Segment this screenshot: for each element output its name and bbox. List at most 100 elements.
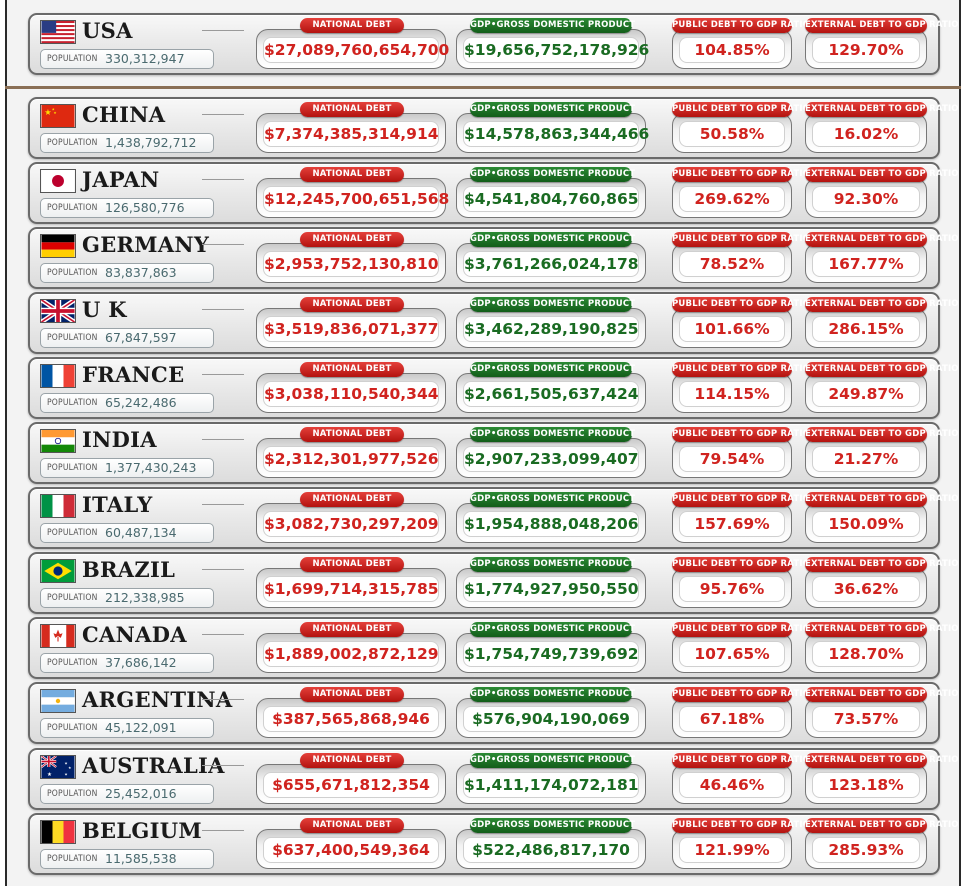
public-debt-ratio-field: 121.99%: [672, 829, 792, 869]
population-label: POPULATION: [47, 854, 98, 864]
country-name: JAPAN: [82, 167, 160, 192]
country-row-india[interactable]: INDIA POPULATION 1,377,430,243 $2,312,30…: [28, 422, 959, 484]
national-debt-value: $3,519,836,071,377: [263, 316, 439, 342]
gdp-field: $576,904,190,069: [456, 698, 646, 738]
country-row-china[interactable]: ★ ★ ★ CHINA POPULATION 1,438,792,712 $7,37…: [28, 97, 959, 159]
gdp-field: $2,907,233,099,407: [456, 438, 646, 478]
gdp-field: $1,411,174,072,181: [456, 764, 646, 804]
national-debt-field: $1,889,002,872,129: [256, 633, 446, 673]
external-debt-ratio-value: 73.57%: [812, 706, 920, 732]
gdp-value: $1,954,888,048,206: [463, 511, 639, 537]
external-debt-ratio-value: 123.18%: [812, 772, 920, 798]
public-debt-ratio-value: 79.54%: [679, 446, 785, 472]
public-debt-ratio-field: 101.66%: [672, 308, 792, 348]
country-row-canada[interactable]: CANADA POPULATION 37,686,142 $1,889,002,…: [28, 617, 959, 679]
svg-text:★: ★: [53, 111, 57, 115]
public-debt-ratio-value: 78.52%: [679, 251, 785, 277]
country-row-italy[interactable]: ITALY POPULATION 60,487,134 $3,082,730,2…: [28, 487, 959, 549]
national-debt-label: NATIONAL DEBT: [300, 18, 404, 33]
external-debt-ratio-label: EXTERNAL DEBT TO GDP RATIO: [805, 622, 959, 637]
external-debt-ratio-field: 21.27%: [805, 438, 927, 478]
svg-text:★: ★: [52, 108, 56, 112]
national-debt-value: $7,374,385,314,914: [263, 121, 439, 147]
public-debt-ratio-value: 46.46%: [679, 772, 785, 798]
country-name: BELGIUM: [82, 818, 202, 843]
gdp-value: $2,661,505,637,424: [463, 381, 639, 407]
gdp-label: GDP•GROSS DOMESTIC PRODUCT: [470, 102, 635, 117]
country-row-japan[interactable]: JAPAN POPULATION 126,580,776 $12,245,700…: [28, 162, 959, 224]
gdp-value: $522,486,817,170: [463, 837, 639, 863]
svg-text:★: ★: [68, 766, 72, 770]
gdp-label: GDP•GROSS DOMESTIC PRODUCT: [470, 492, 635, 507]
public-debt-ratio-label: PUBLIC DEBT TO GDP RATIO: [672, 622, 810, 637]
gdp-label: GDP•GROSS DOMESTIC PRODUCT: [470, 167, 635, 182]
gdp-field: $3,761,266,024,178: [456, 243, 646, 283]
public-debt-ratio-field: 107.65%: [672, 633, 792, 673]
germany-flag-icon: [40, 234, 76, 258]
population-label: POPULATION: [47, 203, 98, 213]
external-debt-ratio-field: 249.87%: [805, 373, 927, 413]
svg-text:★: ★: [64, 772, 68, 776]
country-row-france[interactable]: FRANCE POPULATION 65,242,486 $3,038,110,…: [28, 357, 959, 419]
national-debt-field: $3,082,730,297,209: [256, 503, 446, 543]
population-box: POPULATION 126,580,776: [40, 198, 214, 218]
national-debt-field: $655,671,812,354: [256, 764, 446, 804]
external-debt-ratio-field: 73.57%: [805, 698, 927, 738]
external-debt-ratio-value: 129.70%: [812, 37, 920, 63]
population-box: POPULATION 60,487,134: [40, 523, 214, 543]
population-value: 330,312,947: [105, 51, 185, 66]
public-debt-ratio-value: 269.62%: [679, 186, 785, 212]
population-box: POPULATION 65,242,486: [40, 393, 214, 413]
country-row-brazil[interactable]: BRAZIL POPULATION 212,338,985 $1,699,714…: [28, 552, 959, 614]
name-underline: [202, 439, 244, 440]
external-debt-ratio-value: 167.77%: [812, 251, 920, 277]
population-value: 83,837,863: [105, 265, 177, 280]
public-debt-ratio-label: PUBLIC DEBT TO GDP RATIO: [672, 167, 810, 182]
population-box: POPULATION 212,338,985: [40, 588, 214, 608]
gdp-value: $3,462,289,190,825: [463, 316, 639, 342]
gdp-value: $2,907,233,099,407: [463, 446, 639, 472]
external-debt-ratio-value: 92.30%: [812, 186, 920, 212]
country-row-usa[interactable]: USA POPULATION 330,312,947 $27,089,760,6…: [28, 13, 959, 75]
population-label: POPULATION: [47, 528, 98, 538]
public-debt-ratio-label: PUBLIC DEBT TO GDP RATIO: [672, 102, 810, 117]
svg-text:★: ★: [44, 107, 51, 117]
external-debt-ratio-label: EXTERNAL DEBT TO GDP RATIO: [805, 102, 959, 117]
country-row-belgium[interactable]: BELGIUM POPULATION 11,585,538 $637,400,5…: [28, 813, 959, 875]
gdp-value: $3,761,266,024,178: [463, 251, 639, 277]
national-debt-value: $3,038,110,540,344: [263, 381, 439, 407]
population-value: 25,452,016: [105, 786, 177, 801]
public-debt-ratio-label: PUBLIC DEBT TO GDP RATIO: [672, 557, 810, 572]
external-debt-ratio-value: 150.09%: [812, 511, 920, 537]
gdp-label: GDP•GROSS DOMESTIC PRODUCT: [470, 362, 635, 377]
usa-flag-icon: [40, 20, 76, 44]
public-debt-ratio-label: PUBLIC DEBT TO GDP RATIO: [672, 427, 810, 442]
gdp-value: $14,578,863,344,466: [463, 121, 649, 147]
gdp-field: $522,486,817,170: [456, 829, 646, 869]
national-debt-value: $3,082,730,297,209: [263, 511, 439, 537]
public-debt-ratio-value: 67.18%: [679, 706, 785, 732]
gdp-field: $1,754,749,739,692: [456, 633, 646, 673]
country-name: ITALY: [82, 492, 153, 517]
external-debt-ratio-label: EXTERNAL DEBT TO GDP RATIO: [805, 232, 959, 247]
country-row-germany[interactable]: GERMANY POPULATION 83,837,863 $2,953,752…: [28, 227, 959, 289]
population-label: POPULATION: [47, 333, 98, 343]
population-value: 65,242,486: [105, 395, 177, 410]
population-value: 126,580,776: [105, 200, 185, 215]
gdp-field: $3,462,289,190,825: [456, 308, 646, 348]
country-row-australia[interactable]: ★ ★ ★ ★ AUSTRALIA POPULATION 25,452,016 $65…: [28, 748, 959, 810]
external-debt-ratio-value: 36.62%: [812, 576, 920, 602]
country-row-argentina[interactable]: ARGENTINA POPULATION 45,122,091 $387,565…: [28, 682, 959, 744]
population-label: POPULATION: [47, 54, 98, 64]
name-underline: [202, 765, 244, 766]
national-debt-label: NATIONAL DEBT: [300, 687, 404, 702]
population-label: POPULATION: [47, 593, 98, 603]
public-debt-ratio-label: PUBLIC DEBT TO GDP RATIO: [672, 753, 810, 768]
country-row-uk[interactable]: U K POPULATION 67,847,597 $3,519,836,071…: [28, 292, 959, 354]
country-name: CHINA: [82, 102, 166, 127]
public-debt-ratio-field: 114.15%: [672, 373, 792, 413]
uk-flag-icon: [40, 299, 76, 323]
external-debt-ratio-label: EXTERNAL DEBT TO GDP RATIO: [805, 362, 959, 377]
name-underline: [202, 309, 244, 310]
name-underline: [202, 30, 244, 31]
